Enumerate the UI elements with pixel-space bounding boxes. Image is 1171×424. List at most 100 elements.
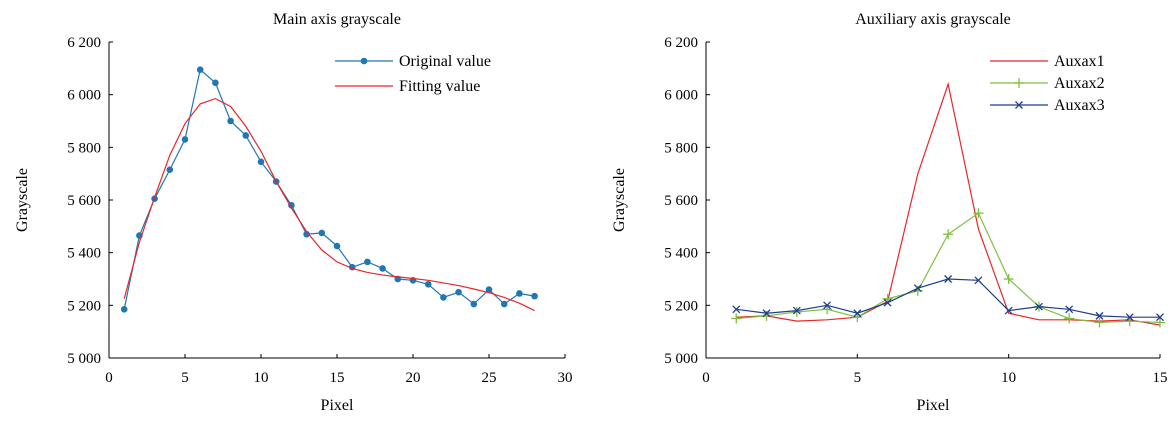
data-point <box>1094 317 1105 328</box>
data-point <box>470 300 478 308</box>
data-point <box>731 313 742 324</box>
data-point <box>823 301 832 310</box>
data-point <box>516 290 523 297</box>
legend-item: Auxax1 <box>990 53 1105 70</box>
x-marker-b <box>853 309 862 318</box>
data-point <box>1155 317 1165 328</box>
y-tick-label: 5 600 <box>67 193 101 209</box>
main-axis-chart: Main axis grayscale 5 000 5 200 5 400 5 600 5… <box>14 11 573 414</box>
data-point <box>257 158 265 166</box>
y-tick-label: 5 200 <box>67 298 101 314</box>
x-marker-b <box>944 275 953 283</box>
x-tick-label: 15 <box>330 370 345 386</box>
y-tick-label: 5 800 <box>67 140 101 156</box>
y-tick-label: 5 400 <box>67 246 101 262</box>
series-line <box>123 97 535 312</box>
series-auxax1 <box>736 81 1161 326</box>
data-point <box>913 284 922 293</box>
data-point <box>379 265 386 272</box>
series-line <box>123 68 535 310</box>
legend-item: Auxax2 <box>990 75 1105 92</box>
data-point <box>455 288 462 296</box>
x-tick-label: 30 <box>558 370 573 386</box>
legend-item: Fitting value <box>335 78 480 95</box>
data-point <box>1034 302 1043 311</box>
y-tick-label: 5 400 <box>664 246 698 262</box>
y-axis-label: Grayscale <box>611 168 628 232</box>
x-marker-b <box>1065 305 1074 314</box>
x-marker-b <box>883 298 892 307</box>
legend-item: Original value <box>335 53 491 70</box>
legend: Original value Fitting value <box>335 53 491 95</box>
y-tick-label: 6 200 <box>67 35 101 51</box>
x-marker-b <box>1004 306 1013 315</box>
series-original-value <box>120 66 538 313</box>
data-point <box>973 208 984 219</box>
x-marker-b <box>1125 313 1134 322</box>
series-auxax3 <box>732 275 1164 322</box>
y-tick-label: 6 000 <box>664 88 698 104</box>
x-marker-b <box>913 284 922 293</box>
data-point <box>181 136 189 143</box>
data-point <box>1014 78 1024 88</box>
chart-title: Main axis grayscale <box>273 11 401 28</box>
data-point <box>1004 306 1013 315</box>
legend: Auxax1 Auxax2 Auxax3 <box>990 53 1105 114</box>
data-point <box>120 305 128 313</box>
data-point <box>1125 313 1134 322</box>
y-tick-label: 6 200 <box>664 35 698 51</box>
x-marker-b <box>1034 302 1043 311</box>
data-point <box>1095 311 1104 320</box>
data-point <box>485 286 493 293</box>
data-point <box>791 306 802 317</box>
y-tick-label: 5 000 <box>67 351 101 367</box>
data-point <box>1003 274 1014 284</box>
data-point <box>853 309 862 318</box>
data-point <box>944 275 953 283</box>
legend-label: Auxax1 <box>1054 53 1105 70</box>
legend-label: Fitting value <box>399 78 480 95</box>
x-marker-b <box>1156 313 1164 322</box>
series-fitting-value <box>123 97 535 312</box>
legend-label: Auxax2 <box>1054 75 1105 92</box>
auxiliary-axis-chart: Auxiliary axis grayscale 5 000 5 200 5 400 5… <box>611 11 1168 414</box>
x-marker-b <box>823 301 832 310</box>
data-point <box>762 309 771 318</box>
data-point <box>943 229 954 240</box>
x-tick-label: 10 <box>1001 370 1016 386</box>
y-axis-label: Grayscale <box>14 168 31 232</box>
data-point <box>440 294 447 301</box>
data-point <box>732 305 741 314</box>
series-line <box>736 81 1161 326</box>
x-tick-label: 25 <box>482 370 497 386</box>
x-marker-b <box>792 306 801 315</box>
data-point <box>883 298 892 307</box>
x-tick-label: 20 <box>406 370 421 386</box>
data-point <box>227 117 234 125</box>
data-point <box>318 229 326 237</box>
data-point <box>531 292 538 300</box>
x-marker-b <box>974 276 983 285</box>
x-tick-label: 5 <box>181 370 189 386</box>
data-point <box>360 57 368 65</box>
x-tick-label: 5 <box>854 370 862 386</box>
data-point <box>333 242 341 250</box>
data-point <box>242 132 250 139</box>
legend-label: Auxax3 <box>1054 97 1105 114</box>
data-point <box>424 280 432 288</box>
chart-title: Auxiliary axis grayscale <box>855 11 1011 28</box>
y-tick-label: 6 000 <box>67 88 101 104</box>
y-tick-label: 5 200 <box>664 298 698 314</box>
x-marker-b <box>1015 101 1023 109</box>
y-tick-label: 5 000 <box>664 351 698 367</box>
data-point <box>364 258 371 266</box>
x-marker-b <box>1095 311 1104 320</box>
data-point <box>1015 101 1023 109</box>
data-point <box>1065 305 1074 314</box>
legend-item: Auxax3 <box>990 97 1105 114</box>
x-axis-label: Pixel <box>917 397 950 414</box>
data-point <box>1156 313 1164 322</box>
data-point <box>974 276 983 285</box>
legend-label: Original value <box>399 53 491 70</box>
